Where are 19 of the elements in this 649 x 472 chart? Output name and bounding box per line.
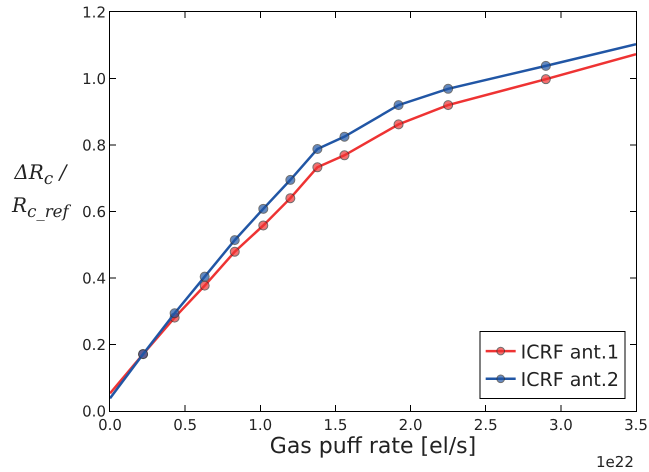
x-tick-label: 1.5 (324, 416, 348, 434)
y-tick-label: 0.6 (82, 202, 106, 221)
legend-label: ICRF ant.2 (520, 369, 619, 392)
legend-label: ICRF ant.1 (520, 341, 619, 364)
x-axis-title: Gas puff rate [el/s] (270, 434, 476, 459)
x-tick-label: 2.0 (398, 416, 422, 434)
x-tick-label: 3.0 (548, 416, 573, 434)
y-tick-label: 1.2 (82, 3, 106, 22)
text: 1e22 (596, 453, 634, 471)
y-tick-label: 0.8 (82, 136, 106, 154)
x-tick-label: 0.0 (98, 416, 122, 434)
y-tick-label: 1.0 (82, 70, 106, 88)
y-tick-label: 0.2 (82, 336, 106, 354)
y-tick-label: 0.4 (82, 269, 106, 288)
text: ΔR$_{c}$ / R$_{c_ref}$ (12, 160, 69, 221)
x-tick-label: 2.5 (474, 416, 498, 434)
x-tick-label: 3.5 (624, 416, 648, 434)
x-tick-label: 0.5 (173, 416, 198, 434)
x-tick-label: 1.0 (248, 416, 272, 434)
